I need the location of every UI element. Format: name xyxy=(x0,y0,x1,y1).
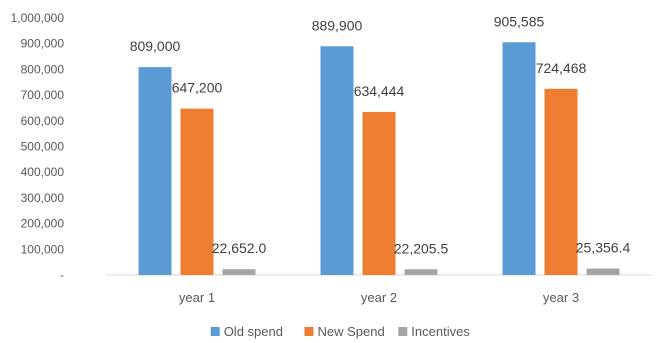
bar-new-spend-year-1 xyxy=(180,108,214,275)
legend-label: Incentives xyxy=(411,324,470,339)
legend-swatch xyxy=(304,327,314,336)
bar-incentives-year-1 xyxy=(222,269,256,275)
y-tick-label: 300,000 xyxy=(21,191,65,205)
legend: Old spend New Spend Incentives xyxy=(210,324,470,339)
bars xyxy=(138,42,620,276)
data-label: 22,652.0 xyxy=(212,240,267,256)
y-tick-label: 200,000 xyxy=(21,217,65,231)
x-tick-label: year 2 xyxy=(361,290,397,305)
data-label: 905,585 xyxy=(494,13,545,29)
data-label: 809,000 xyxy=(130,38,181,54)
y-tick-label: 100,000 xyxy=(21,242,65,256)
data-label: 647,200 xyxy=(172,80,223,96)
bar-new-spend-year-2 xyxy=(362,111,396,275)
y-tick-label: 500,000 xyxy=(21,140,65,154)
y-tick-label: 800,000 xyxy=(21,62,65,76)
legend-swatch xyxy=(210,327,220,336)
y-tick-label: 600,000 xyxy=(21,114,65,128)
y-tick-label: - xyxy=(60,268,64,282)
data-label: 22,205.5 xyxy=(394,240,449,256)
y-tick-label: 1,000,000 xyxy=(11,11,65,25)
y-tick-label: 900,000 xyxy=(21,37,65,51)
bar-old-spend-year-1 xyxy=(138,67,172,275)
y-axis: - 100,000 200,000 300,000 400,000 500,000 600,… xyxy=(11,11,65,282)
data-label: 724,468 xyxy=(536,60,587,76)
legend-label: Old spend xyxy=(224,324,283,339)
bar-incentives-year-2 xyxy=(404,269,438,275)
x-axis-categories: year 1 year 2 year 3 xyxy=(179,290,579,305)
data-labels: 809,000 647,200 22,652.0 889,900 634,444 22,2… xyxy=(130,13,631,256)
legend-swatch xyxy=(398,327,408,336)
data-label: 889,900 xyxy=(312,17,363,33)
bar-new-spend-year-3 xyxy=(544,88,578,275)
legend-label: New Spend xyxy=(318,324,385,339)
bar-old-spend-year-2 xyxy=(320,46,354,275)
y-tick-label: 700,000 xyxy=(21,88,65,102)
data-label: 25,356.4 xyxy=(576,239,631,255)
bar-old-spend-year-3 xyxy=(502,42,536,276)
y-tick-label: 400,000 xyxy=(21,165,65,179)
x-tick-label: year 3 xyxy=(543,290,579,305)
data-label: 634,444 xyxy=(354,83,405,99)
bar-incentives-year-3 xyxy=(586,268,620,275)
x-tick-label: year 1 xyxy=(179,290,215,305)
